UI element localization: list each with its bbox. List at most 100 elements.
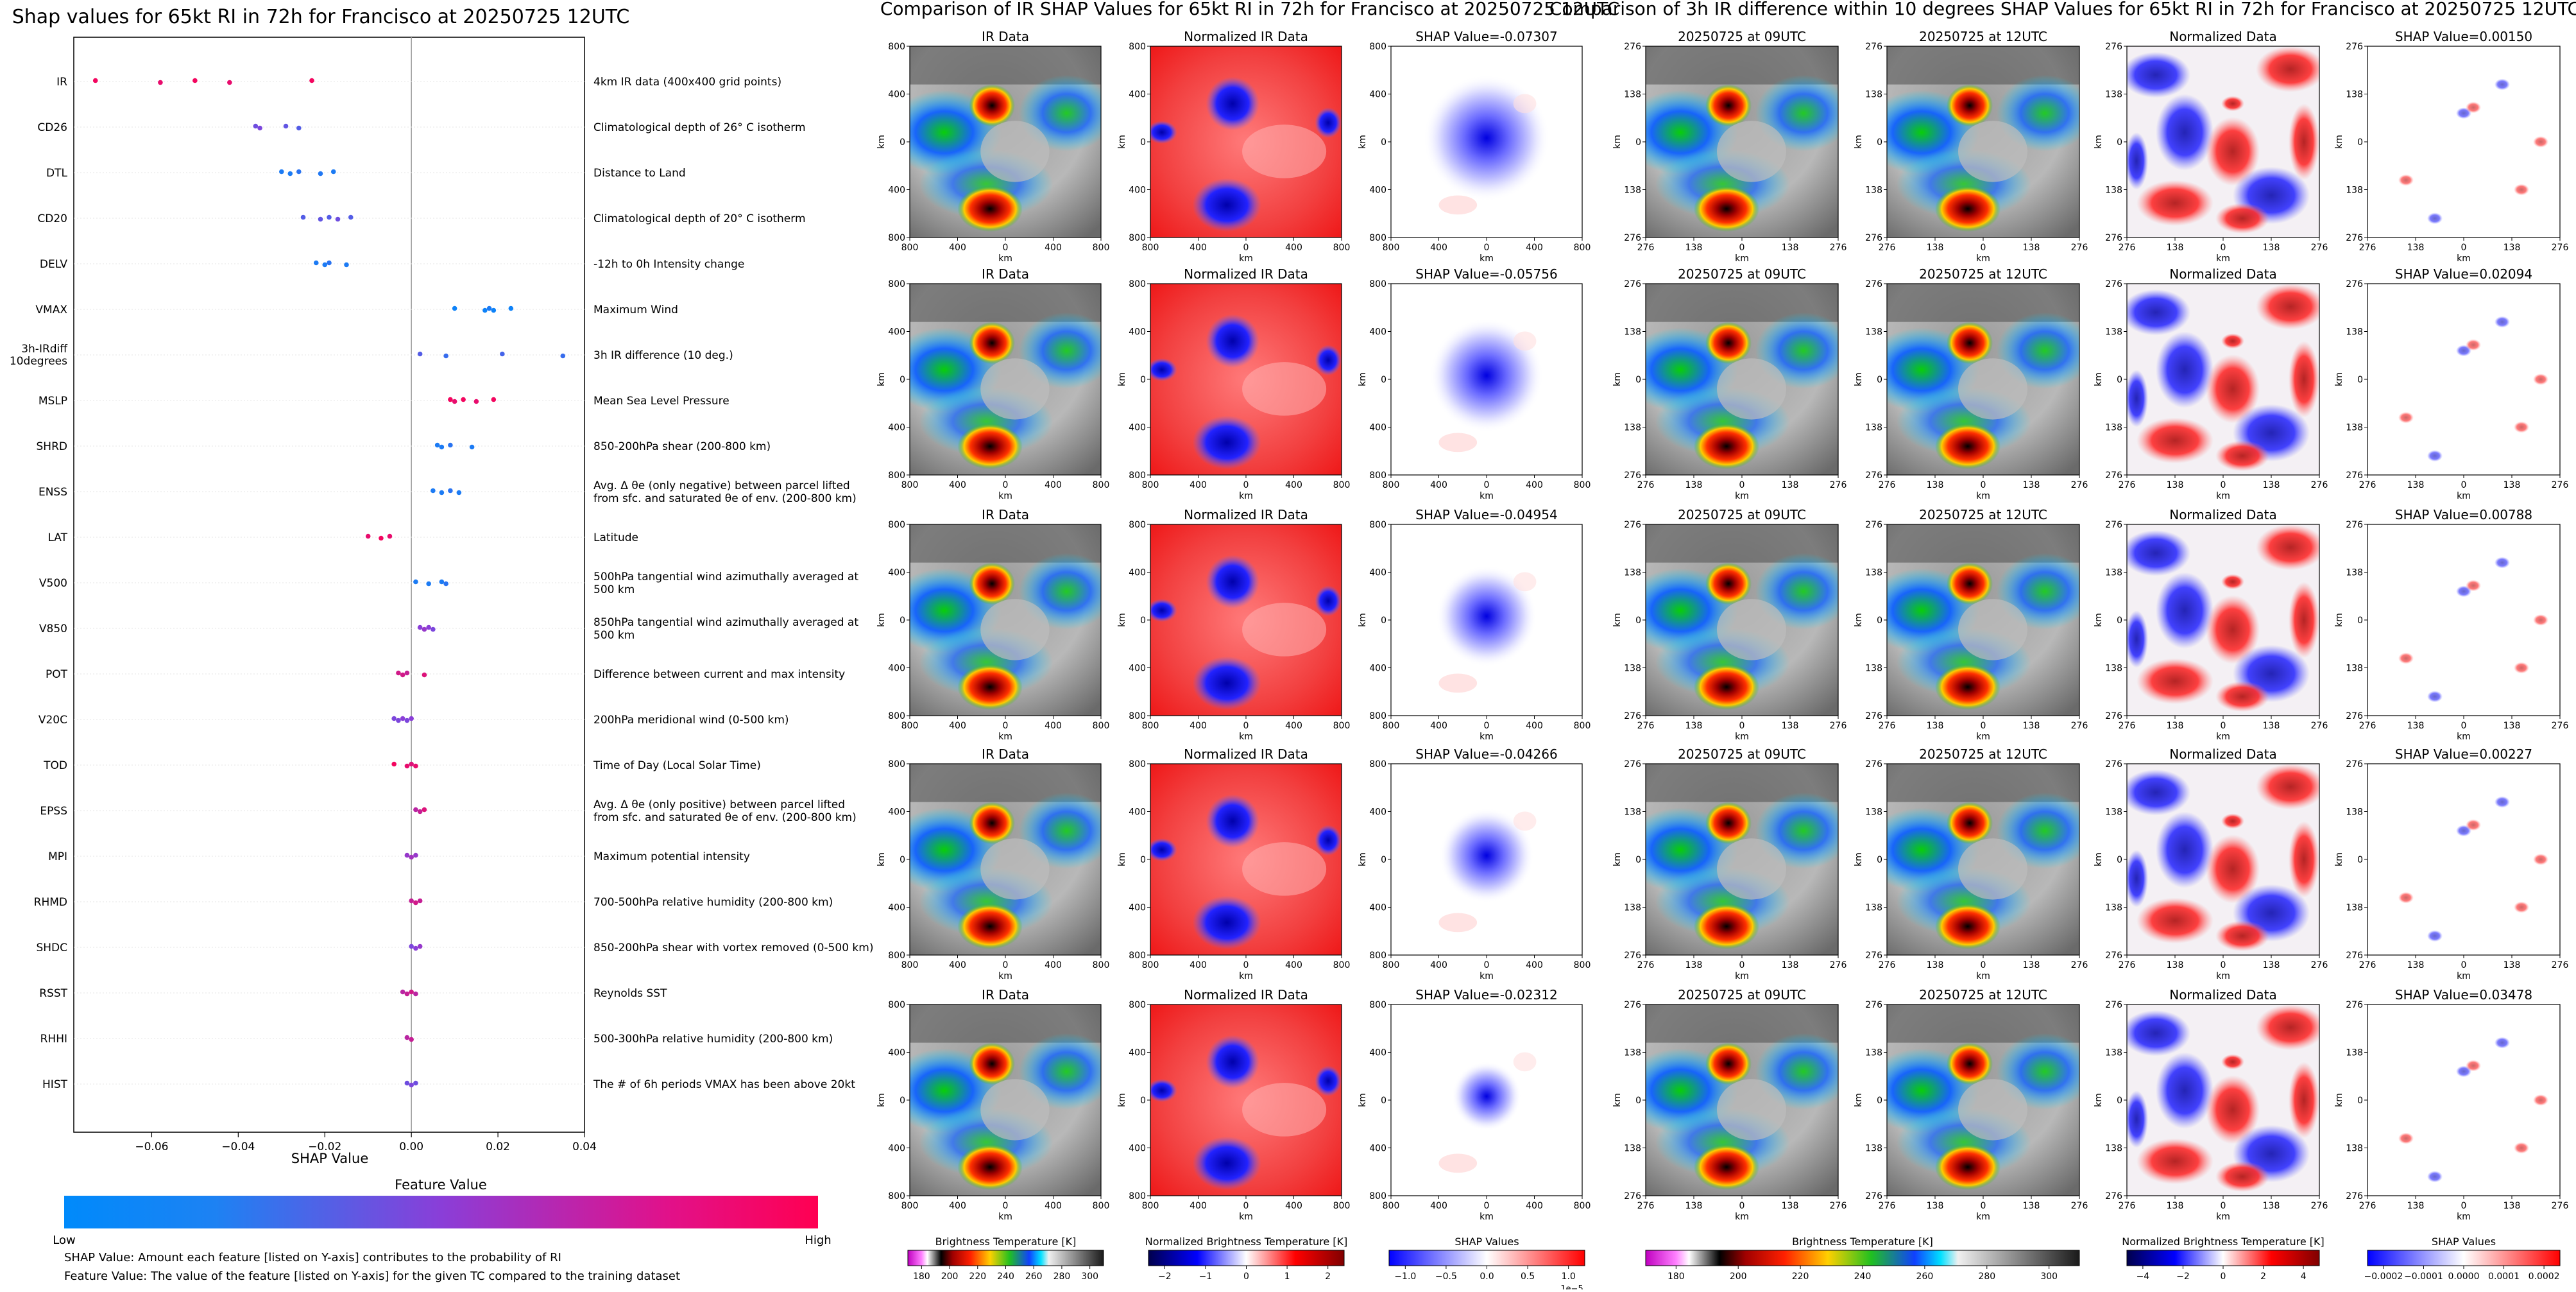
- x-tick-label: 800: [1093, 243, 1110, 253]
- panel-title: IR Data: [982, 507, 1029, 522]
- ir-image: [910, 764, 1101, 955]
- y-axis-label: km: [1117, 852, 1127, 866]
- y-tick-label: 400: [888, 90, 905, 100]
- feature-name: TOD: [43, 759, 67, 772]
- x-tick-label: 276: [2071, 243, 2088, 253]
- x-tick-label: 276: [1830, 960, 1847, 970]
- shap-point: [491, 307, 497, 313]
- feature-description: 850hPa tangential wind azimuthally avera…: [593, 616, 858, 629]
- beeswarm-xlabel: SHAP Value: [291, 1151, 369, 1166]
- feature-name: IR: [56, 76, 67, 89]
- colorbar-tick-label: 0.0002: [2529, 1271, 2560, 1282]
- colorbar-tick-label: 280: [1053, 1271, 1071, 1282]
- y-tick-label: 400: [1129, 664, 1146, 674]
- y-axis-label: km: [876, 852, 887, 866]
- beeswarm-panel: Shap values for 65kt RI in 72h for Franc…: [10, 6, 874, 1283]
- panel-title: IR Data: [982, 987, 1029, 1003]
- y-tick-label: 400: [1369, 568, 1386, 578]
- x-tick-label: 400: [949, 1201, 966, 1211]
- x-tick-label: 0: [2221, 1201, 2226, 1211]
- y-tick-label: 0: [1635, 137, 1641, 148]
- x-tick-label: 276: [1830, 721, 1847, 731]
- feature-description: 500-300hPa relative humidity (200-800 km…: [593, 1033, 833, 1046]
- shap-point: [400, 672, 405, 678]
- ir-image: [1646, 764, 1838, 955]
- x-axis-label: km: [2216, 732, 2230, 742]
- y-tick-label: 276: [2346, 1191, 2363, 1202]
- y-tick-label: 0: [1877, 375, 1882, 385]
- x-tick-label: 138: [1685, 243, 1703, 253]
- x-tick-label: 276: [2552, 243, 2569, 253]
- y-tick-label: 138: [2105, 903, 2122, 913]
- y-tick-label: 800: [1129, 1191, 1146, 1202]
- y-tick-label: 276: [1624, 1191, 1641, 1202]
- shap-point: [482, 307, 488, 313]
- panel-title: IR Data: [982, 746, 1029, 762]
- y-axis-label: km: [1358, 372, 1368, 386]
- x-tick-label: 276: [2552, 480, 2569, 490]
- shap-point: [413, 763, 418, 769]
- feature-name: 3h-IRdiff: [21, 343, 68, 356]
- y-tick-label: 800: [1369, 42, 1386, 52]
- y-axis-label: km: [1854, 613, 1864, 627]
- shap-point: [409, 989, 414, 995]
- x-tick-label: −0.04: [221, 1141, 255, 1153]
- y-tick-label: 138: [1865, 423, 1882, 433]
- shap-point: [422, 672, 427, 678]
- shap-point: [404, 1080, 410, 1086]
- colorbar-tick-label: 0.0: [1480, 1271, 1494, 1282]
- y-tick-label: 800: [888, 1191, 905, 1202]
- y-axis-label: km: [2094, 372, 2104, 386]
- x-tick-label: 0: [2221, 721, 2226, 731]
- feature-name: MPI: [48, 850, 67, 863]
- colorbar-low-label: Low: [53, 1234, 75, 1247]
- shap-point: [296, 169, 302, 175]
- y-tick-label: 800: [1369, 233, 1386, 243]
- y-tick-label: 800: [1369, 1191, 1386, 1202]
- shap-point: [330, 169, 336, 175]
- x-tick-label: 138: [2167, 243, 2184, 253]
- shap-point: [409, 1082, 414, 1088]
- shap-point: [426, 581, 431, 587]
- x-tick-label: 400: [1526, 480, 1543, 490]
- shap-point: [434, 442, 440, 448]
- y-axis-label: km: [876, 613, 887, 627]
- shap-point: [344, 262, 349, 268]
- y-tick-label: 276: [2105, 279, 2122, 289]
- shap-point: [379, 535, 384, 541]
- feature-description: Distance to Land: [593, 167, 686, 180]
- y-tick-label: 138: [2346, 90, 2363, 100]
- feature-description: 500hPa tangential wind azimuthally avera…: [593, 571, 858, 583]
- y-tick-label: 0: [900, 137, 905, 148]
- y-axis-label: km: [2094, 1093, 2104, 1107]
- y-tick-label: 0: [900, 1096, 905, 1106]
- x-tick-label: 400: [1190, 960, 1207, 970]
- y-tick-label: 400: [888, 327, 905, 338]
- diff-shap-image: [2367, 524, 2560, 716]
- y-tick-label: 400: [888, 807, 905, 818]
- x-axis-label: km: [2457, 491, 2471, 501]
- y-tick-label: 138: [2105, 185, 2122, 196]
- y-tick-label: 400: [1129, 90, 1146, 100]
- x-tick-label: 800: [1383, 243, 1400, 253]
- feature-description: Mean Sea Level Pressure: [593, 395, 729, 408]
- y-tick-label: 400: [1129, 327, 1146, 338]
- x-axis-label: km: [2216, 1212, 2230, 1222]
- feature-value-colorbar: [64, 1196, 818, 1228]
- y-tick-label: 276: [1865, 759, 1882, 770]
- y-tick-label: 800: [1369, 520, 1386, 530]
- x-tick-label: 800: [1574, 960, 1591, 970]
- x-tick-label: 138: [2023, 480, 2040, 490]
- panel-title: 20250725 at 09UTC: [1678, 746, 1806, 762]
- x-tick-label: 276: [2119, 1201, 2136, 1211]
- feature-name: RHHI: [40, 1033, 67, 1046]
- shap-point: [409, 716, 414, 721]
- y-tick-label: 276: [2105, 470, 2122, 481]
- shap-point: [431, 488, 436, 494]
- y-tick-label: 0: [1635, 375, 1641, 385]
- y-tick-label: 138: [2346, 568, 2363, 578]
- x-tick-label: 800: [901, 721, 919, 731]
- x-tick-label: 138: [2167, 480, 2184, 490]
- feature-description: from sfc. and saturated θe of env. (200-…: [593, 492, 857, 505]
- irdiff-panel-grid: 20250725 at 09UTC 276 276 138 138 0 0 138 138 276…: [1612, 29, 2568, 1222]
